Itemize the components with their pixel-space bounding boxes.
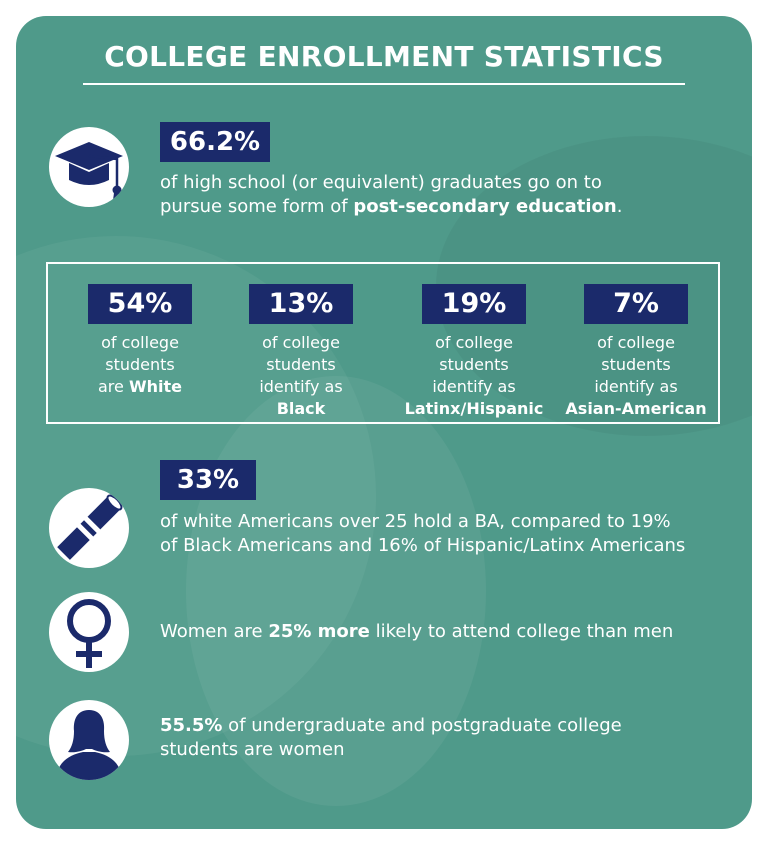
women-share-text: 55.5% of undergraduate and postgraduate … <box>160 714 622 762</box>
post-secondary-stat: 66.2% <box>160 122 270 162</box>
graduation-cap-icon <box>49 127 129 207</box>
female-symbol-icon <box>49 592 129 672</box>
stat-line: identify as <box>259 377 343 396</box>
ba-description: of white Americans over 25 hold a BA, co… <box>160 510 685 558</box>
race-stat-latinx: 19% of college students identify as Lati… <box>394 284 554 420</box>
race-stat-white: 54% of college students are White <box>60 284 220 398</box>
description-line: of high school (or equivalent) graduates… <box>160 172 602 193</box>
race-stat-asian: 7% of college students identify as Asian… <box>556 284 716 420</box>
stat-line: of college <box>262 333 340 352</box>
description-text: . <box>616 196 623 217</box>
description-text: of undergraduate and postgraduate colleg… <box>222 715 622 736</box>
description-line: of white Americans over 25 hold a BA, co… <box>160 511 671 532</box>
stat-line: are <box>98 377 129 396</box>
description-line: students are women <box>160 739 345 760</box>
stat-emphasis: White <box>128 377 182 396</box>
stat-line: students <box>266 355 336 374</box>
stat-line: students <box>105 355 175 374</box>
description-text: Women are <box>160 621 269 642</box>
infographic-card: COLLEGE ENROLLMENT STATISTICS 66.2% of h… <box>16 16 752 829</box>
stat-emphasis: Asian-American <box>565 399 707 418</box>
stat-line: students <box>601 355 671 374</box>
stat-description: of college students identify as Black <box>221 332 381 420</box>
description-emphasis: 25% more <box>268 621 370 642</box>
stat-value: 54% <box>88 284 192 324</box>
stat-line: identify as <box>432 377 516 396</box>
stat-value: 7% <box>584 284 688 324</box>
stat-line: of college <box>597 333 675 352</box>
race-stat-black: 13% of college students identify as Blac… <box>221 284 381 420</box>
race-stats-box: 54% of college students are White 13% of… <box>46 262 720 424</box>
stat-description: of college students identify as Latinx/H… <box>394 332 554 420</box>
stat-emphasis: Latinx/Hispanic <box>404 399 544 418</box>
stat-emphasis: Black <box>276 399 326 418</box>
page-title: COLLEGE ENROLLMENT STATISTICS <box>104 40 664 73</box>
stat-line: students <box>439 355 509 374</box>
description-line: of Black Americans and 16% of Hispanic/L… <box>160 535 686 556</box>
stat-value: 19% <box>422 284 526 324</box>
description-emphasis: post-secondary education <box>353 196 617 217</box>
diploma-icon <box>49 488 129 568</box>
post-secondary-description: of high school (or equivalent) graduates… <box>160 171 622 219</box>
woman-silhouette-icon <box>49 700 129 780</box>
description-text: pursue some form of <box>160 196 354 217</box>
stat-value: 13% <box>249 284 353 324</box>
title-underline <box>83 83 685 85</box>
stat-description: of college students identify as Asian-Am… <box>556 332 716 420</box>
description-emphasis: 55.5% <box>160 715 223 736</box>
stat-line: of college <box>435 333 513 352</box>
women-attend-text: Women are 25% more likely to attend coll… <box>160 620 673 644</box>
stat-description: of college students are White <box>60 332 220 398</box>
description-text: likely to attend college than men <box>369 621 674 642</box>
background-shape <box>186 376 486 806</box>
ba-stat: 33% <box>160 460 256 500</box>
stat-line: identify as <box>594 377 678 396</box>
stat-line: of college <box>101 333 179 352</box>
